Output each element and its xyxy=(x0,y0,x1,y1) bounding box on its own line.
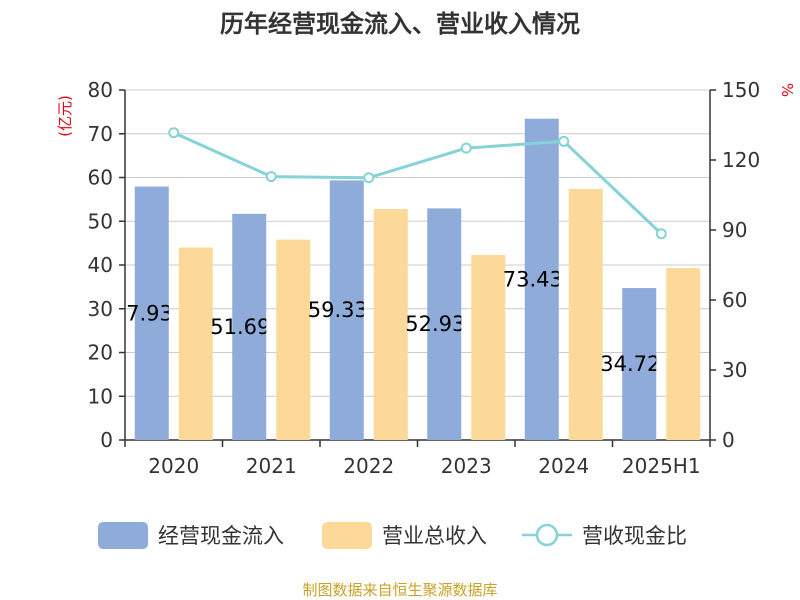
right-tick-label: 0 xyxy=(722,428,735,452)
line-path xyxy=(173,131,663,235)
bar-revenue xyxy=(178,247,213,440)
bar-data-labels: 57.939 51.694 59.333 52.939 73.436 34.727 xyxy=(113,267,673,376)
left-axis-unit: (亿元) xyxy=(56,95,74,137)
right-axis-unit: % xyxy=(778,83,796,97)
source-note: 制图数据来自恒生聚源数据库 xyxy=(302,581,497,599)
left-tick-label: 40 xyxy=(88,253,113,277)
bar-value-label: 52.939 xyxy=(405,312,478,336)
legend-swatch xyxy=(98,522,148,549)
right-y-axis: 0 30 60 90 120 150 xyxy=(709,78,760,452)
bar-revenue xyxy=(568,188,603,440)
bar-cash-inflow xyxy=(329,180,364,440)
bar-cash-inflow xyxy=(134,186,169,440)
bar-cash-inflow xyxy=(427,208,462,440)
left-tick-label: 0 xyxy=(100,428,113,452)
legend-swatch-marker xyxy=(535,523,559,547)
bar-series xyxy=(134,118,701,440)
line-point xyxy=(265,171,277,183)
left-tick-label: 80 xyxy=(88,78,113,102)
bar-value-label: 57.939 xyxy=(113,301,186,325)
bar-value-label: 73.436 xyxy=(503,267,576,291)
left-tick-label: 20 xyxy=(88,341,113,365)
line-point xyxy=(460,142,472,154)
x-tick-label: 2023 xyxy=(441,454,492,478)
x-tick-label: 2024 xyxy=(538,454,589,478)
legend-swatch xyxy=(322,522,372,549)
right-tick-label: 150 xyxy=(722,78,760,102)
line-point xyxy=(655,228,667,240)
left-tick-label: 60 xyxy=(88,166,113,190)
right-tick-label: 30 xyxy=(722,358,747,382)
left-tick-label: 50 xyxy=(88,209,113,233)
left-tick-label: 30 xyxy=(88,297,113,321)
bar-revenue xyxy=(666,268,701,440)
bar-cash-inflow xyxy=(622,288,657,440)
bar-revenue xyxy=(276,239,311,440)
left-y-axis: 0 10 20 30 40 50 60 70 80 xyxy=(88,78,126,452)
x-axis: 2020 2021 2022 2023 2024 2025H1 xyxy=(124,439,711,478)
x-tick-label: 2020 xyxy=(148,454,199,478)
x-tick-label: 2021 xyxy=(246,454,297,478)
bar-cash-inflow xyxy=(524,118,559,440)
chart-title: 历年经营现金流入、营业收入情况 xyxy=(220,10,580,38)
legend-label: 营业总收入 xyxy=(382,524,487,548)
line-series xyxy=(168,127,667,240)
left-tick-label: 70 xyxy=(88,122,113,146)
right-tick-label: 90 xyxy=(722,218,747,242)
bar-cash-inflow xyxy=(232,213,267,440)
bar-value-label: 59.333 xyxy=(308,298,381,322)
legend-label: 营收现金比 xyxy=(582,524,687,548)
bar-value-label: 51.694 xyxy=(210,315,283,339)
left-tick-label: 10 xyxy=(88,384,113,408)
line-point xyxy=(558,135,570,147)
right-tick-label: 120 xyxy=(722,148,760,172)
line-point xyxy=(363,172,375,184)
x-tick-label: 2022 xyxy=(343,454,394,478)
grid-lines xyxy=(125,89,710,397)
x-tick-label: 2025H1 xyxy=(622,454,701,478)
right-tick-label: 60 xyxy=(722,288,747,312)
legend: 经营现金流入 营业总收入 营收现金比 xyxy=(98,522,687,549)
legend-label: 经营现金流入 xyxy=(158,524,284,548)
line-point xyxy=(168,127,180,139)
bar-revenue xyxy=(373,209,408,440)
bar-value-label: 34.727 xyxy=(600,352,673,376)
bar-revenue xyxy=(471,254,506,440)
